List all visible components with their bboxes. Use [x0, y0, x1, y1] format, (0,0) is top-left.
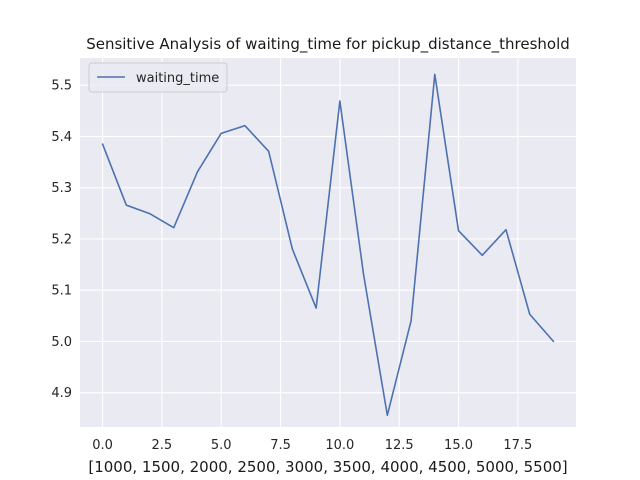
- x-tick-label: 5.0: [211, 438, 232, 453]
- x-tick-label: 17.5: [503, 438, 532, 453]
- chart-title: Sensitive Analysis of waiting_time for p…: [86, 35, 570, 54]
- x-tick-label: 2.5: [152, 438, 173, 453]
- series-line: [101, 73, 555, 417]
- y-tick-label: 5.0: [51, 335, 72, 350]
- y-tick-label: 5.1: [51, 284, 72, 299]
- y-tick-labels: 4.9 5.0 5.1 5.2 5.3 5.4 5.5: [51, 79, 72, 402]
- x-tick-label: 0.0: [92, 438, 113, 453]
- legend-box: [88, 62, 228, 93]
- x-tick-label: 7.5: [270, 438, 291, 453]
- y-tick-label: 5.3: [51, 181, 72, 196]
- legend: waiting_time: [88, 62, 228, 93]
- legend-label: waiting_time: [136, 71, 219, 86]
- x-tick-label: 10.0: [325, 438, 354, 453]
- x-tick-label: 15.0: [444, 438, 473, 453]
- y-tick-label: 5.5: [51, 79, 72, 94]
- y-tick-label: 4.9: [51, 386, 72, 401]
- plot-area: [80, 58, 576, 427]
- y-tick-label: 5.2: [51, 232, 72, 247]
- y-tick-label: 5.4: [51, 130, 72, 145]
- x-axis-label: [1000, 1500, 2000, 2500, 3000, 3500, 400…: [88, 458, 567, 476]
- series-layer: [101, 73, 555, 417]
- x-tick-labels: 0.0 2.5 5.0 7.5 10.0 12.5 15.0 17.5: [92, 438, 532, 453]
- x-tick-label: 12.5: [385, 438, 414, 453]
